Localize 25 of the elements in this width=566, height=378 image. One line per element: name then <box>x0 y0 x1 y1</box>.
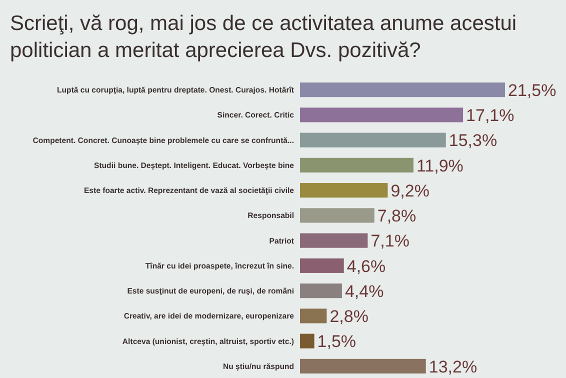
chart-title: Scrieţi, vă rog, mai jos de ce activitatea anume acestui politician a meritat aprecierea Dvs. pozitivă? <box>10 12 517 62</box>
data-label: 1,5% <box>317 332 356 352</box>
data-label: 7,8% <box>377 206 416 226</box>
data-label: 17,1% <box>466 106 514 126</box>
bar <box>300 308 327 324</box>
data-label: 11,9% <box>416 156 464 176</box>
data-label: 4,4% <box>344 282 384 301</box>
data-label: 7,1% <box>370 232 410 251</box>
data-label: 15,3% <box>448 131 498 150</box>
bar <box>300 258 344 273</box>
bar <box>300 82 505 98</box>
bar <box>300 108 464 122</box>
bar <box>300 132 446 148</box>
bar <box>300 358 426 374</box>
bar <box>300 233 368 248</box>
bar <box>300 208 374 223</box>
data-label: 2,8% <box>330 307 368 326</box>
bar <box>300 284 342 298</box>
bar <box>300 334 314 348</box>
bar <box>300 158 414 172</box>
data-label: 21,5% <box>508 80 556 100</box>
data-label: 9,2% <box>390 181 430 200</box>
bar <box>300 183 388 198</box>
data-label: 4,6% <box>346 256 386 276</box>
data-label: 13,2% <box>428 357 478 376</box>
